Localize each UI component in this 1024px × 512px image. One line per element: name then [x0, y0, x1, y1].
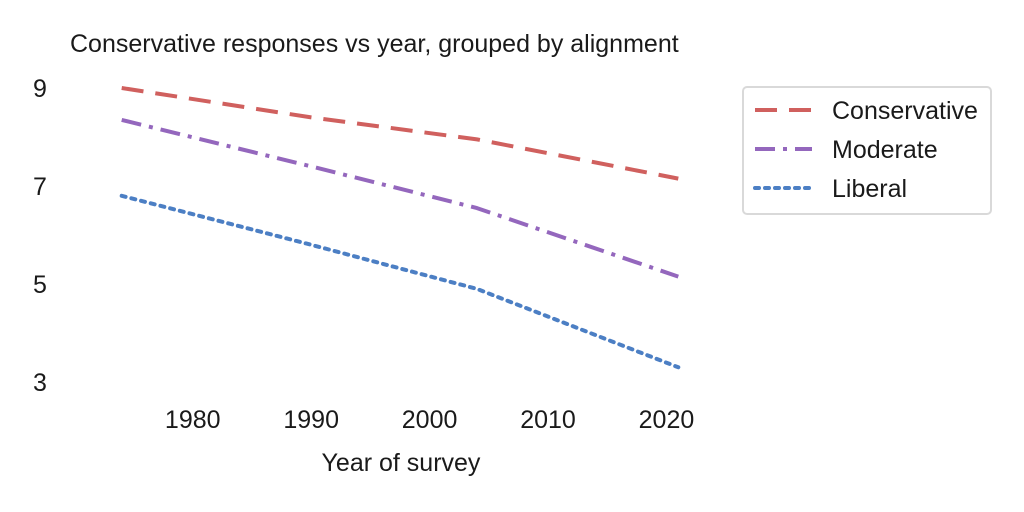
x-tick-label: 2000 [402, 406, 458, 434]
series-line-liberal [119, 193, 681, 370]
legend-items: Conservative Moderate Liberal [753, 97, 978, 203]
y-tick-label: 5 [33, 271, 47, 299]
legend-item-moderate: Moderate [755, 136, 938, 164]
y-tick-label: 3 [33, 369, 47, 397]
x-tick-label: 1980 [165, 406, 221, 434]
series-line-moderate [121, 117, 679, 279]
chart-title: Conservative responses vs year, grouped … [70, 30, 679, 58]
x-axis-ticks: 1980 1990 2000 2010 2020 [165, 406, 694, 434]
legend-label: Moderate [832, 136, 938, 164]
series-line-conservative [121, 86, 679, 181]
legend-item-conservative: Conservative [755, 97, 978, 125]
x-axis-label: Year of survey [322, 449, 481, 477]
legend: Conservative Moderate Liberal [742, 86, 992, 215]
y-tick-label: 7 [33, 173, 47, 201]
x-tick-label: 2020 [639, 406, 695, 434]
legend-label: Liberal [832, 175, 907, 203]
series-layer [119, 86, 681, 370]
y-tick-label: 9 [33, 75, 47, 103]
y-axis-ticks: 3 5 7 9 [33, 75, 47, 397]
legend-label: Conservative [832, 97, 978, 125]
legend-frame [742, 86, 992, 215]
x-tick-label: 1990 [283, 406, 339, 434]
legend-item-liberal: Liberal [753, 175, 907, 203]
x-tick-label: 2010 [520, 406, 576, 434]
